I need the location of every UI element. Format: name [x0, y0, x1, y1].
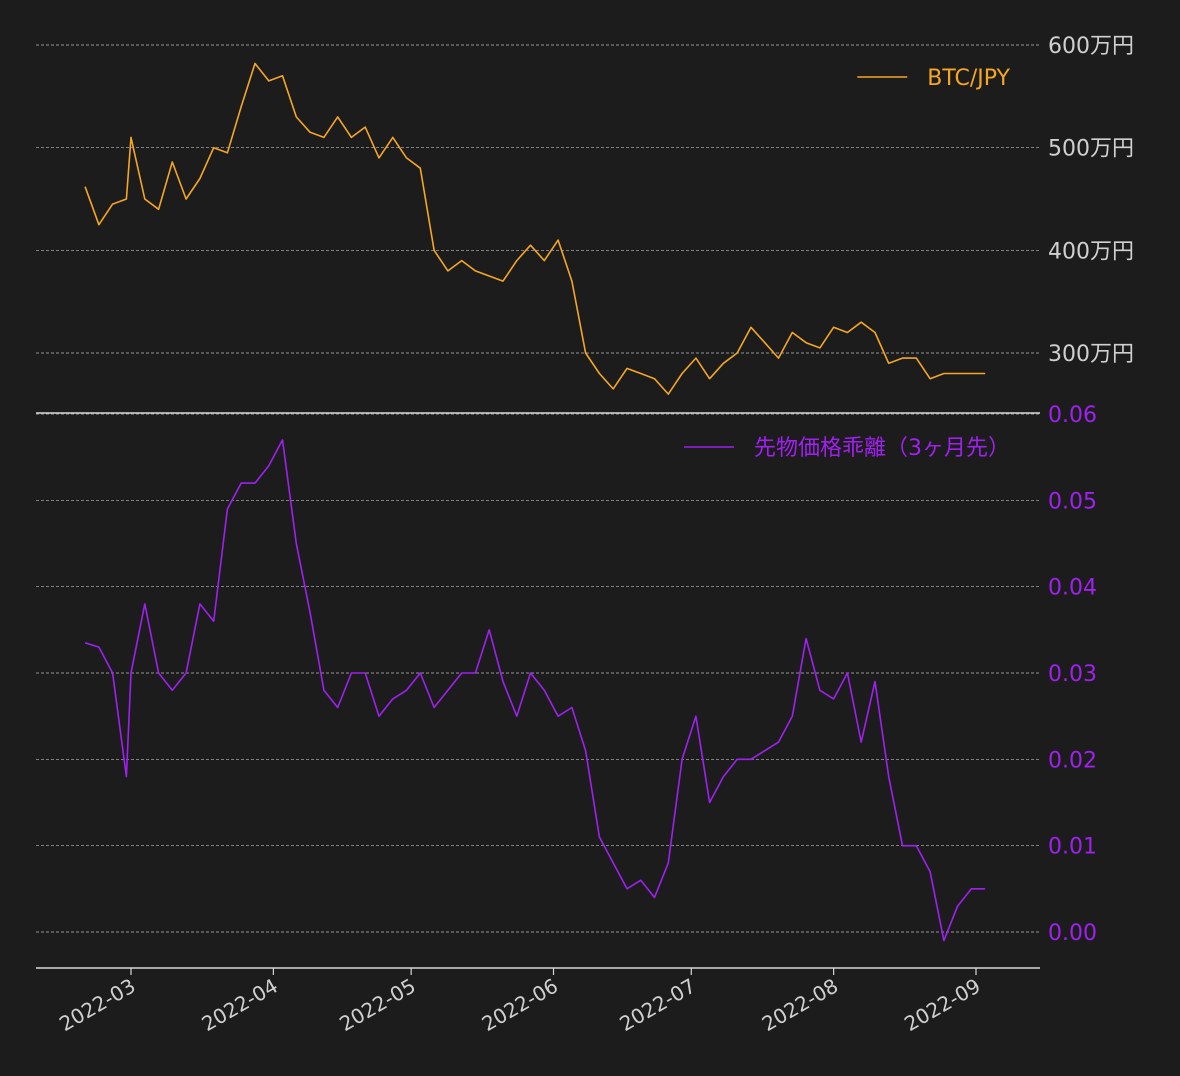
x-tick-label: 2022-04 — [197, 974, 281, 1037]
spread-series-line — [84, 439, 986, 942]
x-tick-label: 2022-03 — [55, 974, 139, 1037]
x-tick-label: 2022-06 — [478, 974, 562, 1037]
spread-y-tick-label: 0.04 — [1048, 576, 1097, 601]
btc-legend: BTC/JPY — [857, 66, 1011, 91]
btc-series-line — [84, 62, 986, 395]
btc-y-tick-label: 500万円 — [1048, 137, 1134, 162]
futures-spread-panel: 0.00 0.01 0.02 0.03 0.04 0.05 0.06 先物価格乖離（3ヶ月先… — [36, 403, 1097, 946]
spread-series — [84, 439, 986, 942]
btc-series — [84, 62, 986, 395]
spread-legend: 先物価格乖離（3ヶ月先） — [684, 436, 1010, 461]
btc-y-tick-labels: 300万円 400万円 500万円 600万円 — [1048, 34, 1134, 367]
x-tick-label: 2022-05 — [335, 974, 419, 1037]
spread-grid-lines — [36, 413, 1040, 933]
spread-y-tick-label: 0.06 — [1048, 403, 1097, 428]
x-axis-ticks: 2022-03 2022-04 2022-05 2022-06 2022-07 2022-… — [55, 968, 985, 1037]
spread-y-tick-label: 0.01 — [1048, 835, 1097, 860]
btc-grid-lines — [36, 44, 1040, 354]
spread-y-tick-labels: 0.00 0.01 0.02 0.03 0.04 0.05 0.06 — [1048, 403, 1097, 946]
x-tick-label: 2022-08 — [758, 974, 842, 1037]
btc-legend-label: BTC/JPY — [927, 66, 1010, 91]
spread-y-tick-label: 0.02 — [1048, 748, 1097, 773]
btc-y-tick-label: 400万円 — [1048, 239, 1134, 264]
btc-y-tick-label: 600万円 — [1048, 34, 1134, 59]
spread-y-tick-label: 0.00 — [1048, 921, 1097, 946]
x-tick-label: 2022-07 — [615, 974, 699, 1037]
x-tick-label: 2022-09 — [900, 974, 984, 1037]
btc-y-tick-label: 300万円 — [1048, 342, 1134, 367]
spread-y-tick-label: 0.05 — [1048, 489, 1097, 514]
spread-legend-label: 先物価格乖離（3ヶ月先） — [754, 436, 1010, 461]
btc-price-panel: 300万円 400万円 500万円 600万円 BTC/JPY — [36, 34, 1134, 395]
spread-y-tick-label: 0.03 — [1048, 662, 1097, 687]
